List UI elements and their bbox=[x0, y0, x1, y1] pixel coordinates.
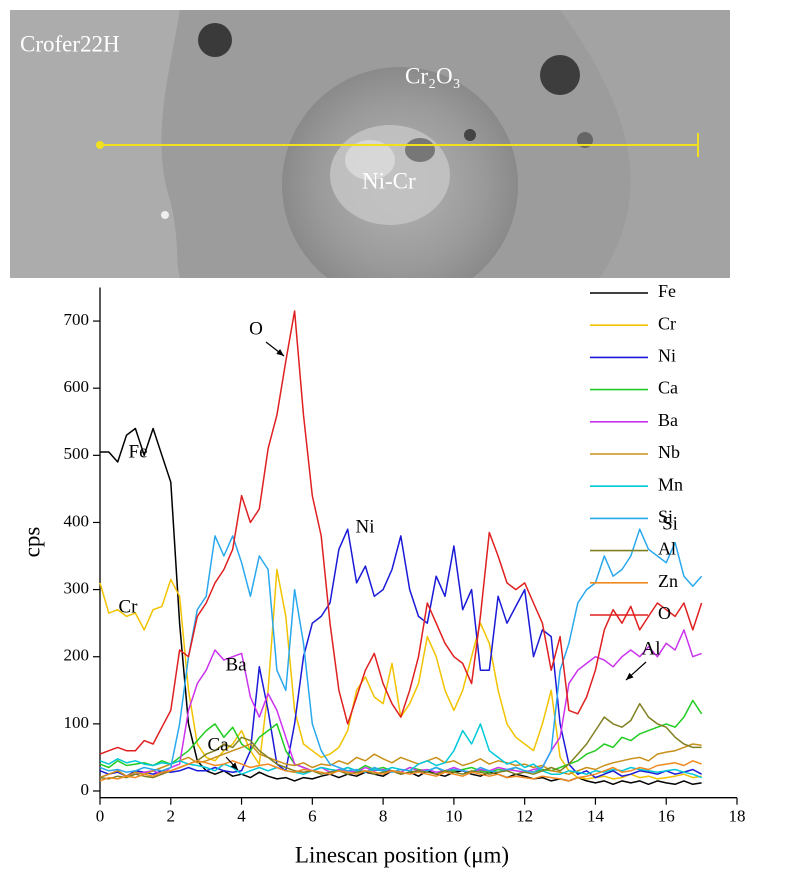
x-tick-label: 8 bbox=[379, 807, 388, 826]
scan-start bbox=[96, 141, 104, 149]
legend-label: Cr bbox=[658, 313, 676, 333]
y-tick-label: 500 bbox=[64, 444, 90, 463]
x-tick-label: 18 bbox=[729, 807, 746, 826]
y-tick-label: 100 bbox=[64, 713, 90, 732]
series-line bbox=[99, 528, 702, 779]
x-axis-title: Linescan position (μm) bbox=[295, 842, 509, 867]
x-tick-label: 0 bbox=[96, 807, 105, 826]
arrow-head bbox=[626, 672, 634, 680]
x-tick-label: 10 bbox=[445, 807, 462, 826]
annotation: O bbox=[249, 318, 263, 339]
oxide-label: Cr₂O₃ bbox=[405, 63, 461, 88]
series-line bbox=[99, 699, 703, 773]
series-line bbox=[99, 310, 703, 755]
annotation: Si bbox=[662, 513, 678, 534]
arrow-head bbox=[276, 349, 284, 356]
y-axis-title: cps bbox=[19, 527, 44, 558]
y-tick-label: 0 bbox=[81, 780, 90, 799]
arrow-head bbox=[230, 762, 238, 770]
core-label: Ni-Cr bbox=[362, 168, 416, 193]
legend-label: Ni bbox=[658, 346, 676, 366]
annotation: Ca bbox=[207, 734, 229, 755]
legend-label: Al bbox=[658, 539, 676, 559]
x-tick-label: 12 bbox=[516, 807, 533, 826]
legend-label: Fe bbox=[658, 281, 676, 301]
legend-label: Mn bbox=[658, 474, 683, 494]
alloy-label: Crofer22H bbox=[20, 31, 120, 56]
x-tick-label: 6 bbox=[308, 807, 317, 826]
series-line bbox=[99, 702, 702, 780]
annotation: Cr bbox=[119, 596, 139, 617]
series-line bbox=[100, 427, 702, 786]
legend-label: Nb bbox=[658, 442, 680, 462]
y-tick-label: 200 bbox=[64, 646, 90, 665]
series-line bbox=[99, 528, 703, 773]
x-tick-label: 2 bbox=[167, 807, 176, 826]
legend-label: Ba bbox=[658, 410, 678, 430]
legend-label: O bbox=[658, 603, 671, 623]
annotation: Al bbox=[642, 638, 661, 659]
x-tick-label: 16 bbox=[658, 807, 675, 826]
annotation: Ba bbox=[225, 654, 247, 675]
legend-label: Ca bbox=[658, 378, 678, 398]
legend-label: Zn bbox=[658, 571, 678, 591]
y-tick-label: 600 bbox=[64, 377, 90, 396]
annotation: Fe bbox=[129, 441, 148, 462]
x-tick-label: 4 bbox=[237, 807, 246, 826]
y-tick-label: 300 bbox=[64, 578, 90, 597]
y-tick-label: 400 bbox=[64, 511, 90, 530]
legend-label: Si bbox=[658, 507, 673, 527]
annotation: Ni bbox=[356, 516, 375, 537]
series-line bbox=[99, 760, 702, 782]
y-tick-label: 700 bbox=[64, 310, 90, 329]
x-tick-label: 14 bbox=[587, 807, 605, 826]
